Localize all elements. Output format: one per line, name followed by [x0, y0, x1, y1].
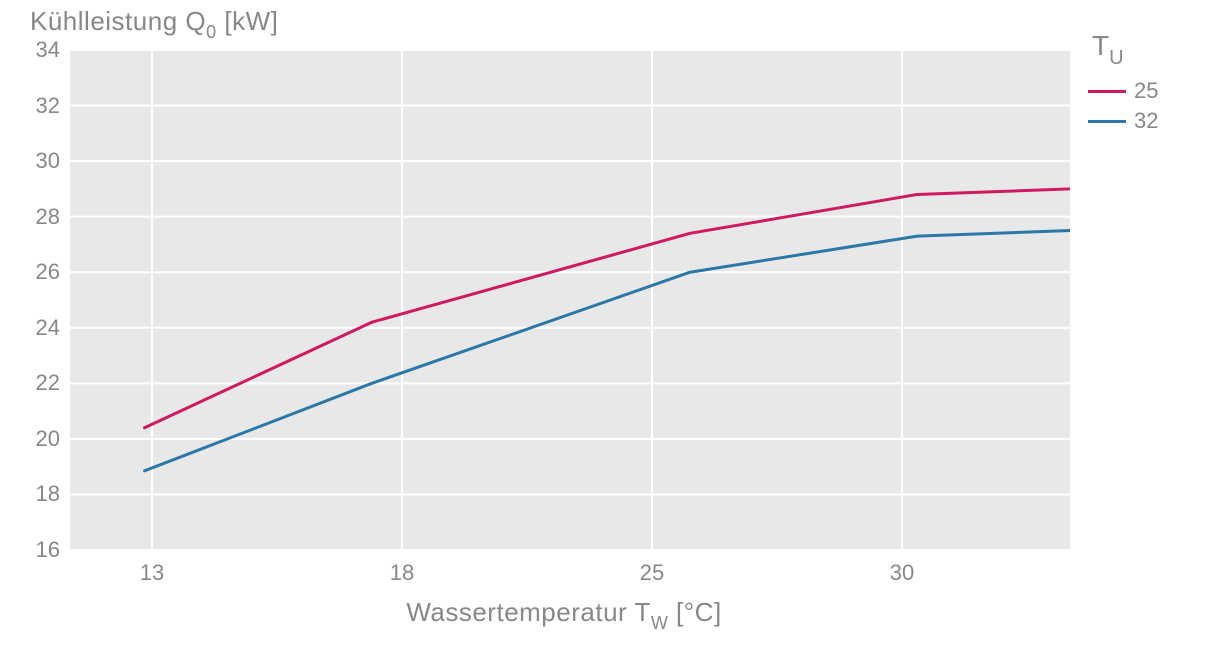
x-tick-label: 18	[390, 560, 414, 586]
x-tick-label: 30	[890, 560, 914, 586]
x-axis-title: Wassertemperatur TW [°C]	[0, 597, 1168, 632]
y-axis-title: Kühlleistung Q0 [kW]	[30, 6, 278, 41]
y-tick-label: 26	[36, 259, 60, 285]
x-tick-label: 25	[640, 560, 664, 586]
plot-area	[70, 50, 1070, 550]
y-tick-label: 20	[36, 426, 60, 452]
y-tick-label: 30	[36, 148, 60, 174]
chart-container: Kühlleistung Q0 [kW] 1618202224262830323…	[0, 0, 1208, 646]
y-tick-label: 28	[36, 204, 60, 230]
y-tick-label: 16	[36, 537, 60, 563]
x-tick-label: 13	[140, 560, 164, 586]
y-tick-label: 32	[36, 93, 60, 119]
y-tick-label: 18	[36, 481, 60, 507]
legend-item-25: 25	[1088, 78, 1158, 104]
legend-swatch	[1088, 90, 1126, 93]
legend-swatch	[1088, 120, 1126, 123]
legend-label: 25	[1134, 78, 1158, 104]
plot-outer: 16182022242628303234 13182530	[70, 50, 1070, 550]
legend-label: 32	[1134, 108, 1158, 134]
legend-item-32: 32	[1088, 108, 1158, 134]
legend-title: TU	[1092, 30, 1124, 68]
plot-background	[70, 50, 1070, 550]
y-tick-label: 22	[36, 370, 60, 396]
y-tick-label: 34	[36, 37, 60, 63]
y-tick-label: 24	[36, 315, 60, 341]
